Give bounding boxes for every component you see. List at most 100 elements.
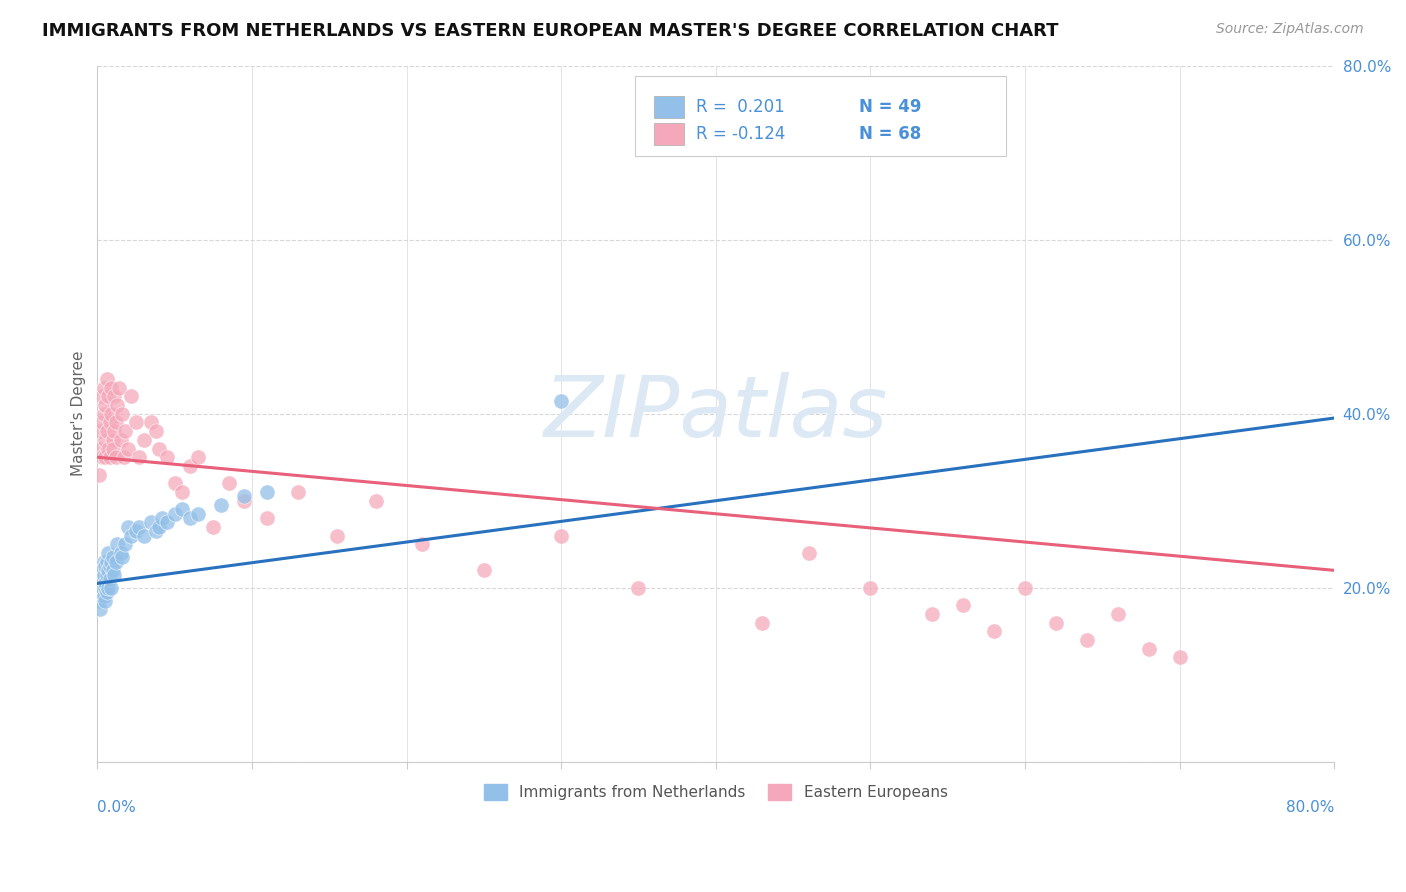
Point [627,581,650,595]
Y-axis label: Master's Degree: Master's Degree [72,351,86,476]
Point [107,398,129,412]
Point [96,585,118,599]
Point [100,381,122,395]
Point [172,502,194,516]
Point [93,590,115,604]
Point [98,416,121,430]
Point [91,450,114,465]
Point [179,511,201,525]
Point [187,507,209,521]
Point [97,389,120,403]
Point [550,528,572,542]
Point [150,511,173,525]
Point [256,511,278,525]
Point [97,546,120,560]
Point [111,550,134,565]
Point [96,424,118,438]
Text: N = 68: N = 68 [859,126,921,144]
Point [218,476,240,491]
Point [145,524,167,538]
FancyBboxPatch shape [636,76,1007,156]
Point [101,563,124,577]
Point [163,476,186,491]
Point [233,489,256,503]
Point [952,598,974,612]
Point [751,615,773,630]
Point [103,424,125,438]
Text: 0.0%: 0.0% [97,800,136,815]
Point [111,407,134,421]
Point [859,581,882,595]
Point [114,424,136,438]
Point [104,555,127,569]
Point [156,516,179,530]
Point [132,433,155,447]
Point [156,450,179,465]
Point [100,581,122,595]
Point [120,389,142,403]
Point [141,416,163,430]
Point [364,493,387,508]
Point [112,450,135,465]
Text: IMMIGRANTS FROM NETHERLANDS VS EASTERN EUROPEAN MASTER'S DEGREE CORRELATION CHAR: IMMIGRANTS FROM NETHERLANDS VS EASTERN E… [42,22,1059,40]
Point [1045,615,1067,630]
Point [94,576,117,591]
Point [1014,581,1036,595]
Point [187,450,209,465]
Point [97,442,120,456]
Point [797,546,820,560]
Point [94,581,117,595]
Point [1076,632,1098,647]
Point [96,555,118,569]
Point [202,520,225,534]
Point [163,507,186,521]
Point [96,372,118,386]
Point [89,602,111,616]
Point [98,450,121,465]
Point [179,458,201,473]
Point [117,520,139,534]
Point [89,442,111,456]
Point [148,520,170,534]
Point [104,450,127,465]
Point [96,567,118,582]
Point [91,572,114,586]
Point [110,546,132,560]
Text: R = -0.124: R = -0.124 [696,126,786,144]
Point [411,537,433,551]
Text: Source: ZipAtlas.com: Source: ZipAtlas.com [1216,22,1364,37]
Text: R =  0.201: R = 0.201 [696,98,785,116]
Point [108,381,131,395]
Point [128,450,150,465]
Point [101,442,124,456]
Point [148,442,170,456]
Point [94,450,117,465]
Point [98,572,121,586]
Point [94,594,117,608]
Point [101,550,124,565]
Point [117,442,139,456]
Point [87,594,110,608]
Point [93,567,115,582]
Point [145,424,167,438]
Point [1168,650,1191,665]
Point [97,563,120,577]
Point [1137,641,1160,656]
Text: ZIPatlas: ZIPatlas [544,372,887,455]
Point [98,559,121,574]
Point [89,585,111,599]
Point [100,555,122,569]
Point [91,389,114,403]
Point [550,393,572,408]
Point [921,607,943,621]
Point [100,407,122,421]
Point [125,416,148,430]
Point [103,567,125,582]
Point [704,136,727,151]
Point [256,485,278,500]
Point [94,559,117,574]
Point [120,528,142,542]
Point [104,416,127,430]
Point [91,581,114,595]
Point [93,555,115,569]
